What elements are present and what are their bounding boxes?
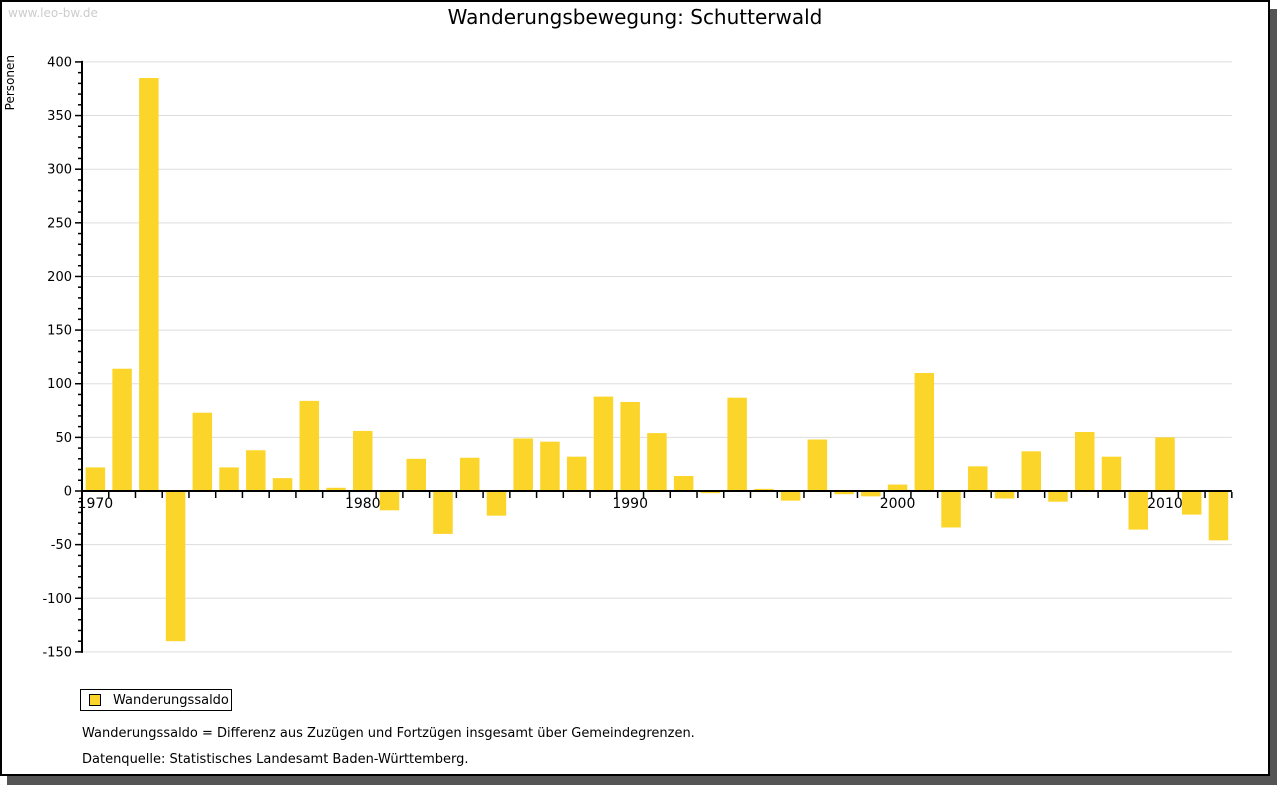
y-tick-label-0: 0 <box>64 485 72 500</box>
bar-1976 <box>246 450 266 491</box>
bar-1975 <box>219 467 239 491</box>
bar-1995 <box>754 488 774 491</box>
bar-1983 <box>433 491 453 534</box>
footnote-definition: Wanderungssaldo = Differenz aus Zuzügen … <box>82 726 695 741</box>
y-tick-label-200: 200 <box>47 270 72 285</box>
x-tick-label-1970: 1970 <box>78 496 114 512</box>
bar-1988 <box>566 456 587 491</box>
bar-2012 <box>1208 491 1229 541</box>
bar-2005 <box>1021 451 1042 491</box>
bar-1980 <box>353 430 373 491</box>
bar-1972 <box>139 78 159 491</box>
legend-box: Wanderungssaldo <box>80 689 232 711</box>
bar-2004 <box>994 491 1015 499</box>
y-tick-label--50: -50 <box>51 538 72 553</box>
bar-1986 <box>513 438 533 491</box>
bar-1992 <box>673 475 694 491</box>
y-tick-label-400: 400 <box>47 55 72 70</box>
bar-1993 <box>700 491 721 494</box>
bar-1981 <box>379 491 400 511</box>
migration-bar-chart: -150 -100 -50 0 50 100 150 200 250 300 350 400 1970 1… <box>42 55 1233 660</box>
bar-1978 <box>299 400 320 491</box>
bar-1990 <box>620 401 640 491</box>
bar-2003 <box>968 466 988 491</box>
bar-2011 <box>1181 491 1202 515</box>
bar-1974 <box>192 412 213 491</box>
y-tick-label--100: -100 <box>42 592 72 607</box>
bar-1982 <box>406 458 426 491</box>
bar-2000 <box>887 484 908 491</box>
y-tick-label-150: 150 <box>47 324 72 339</box>
bar-1989 <box>593 396 614 491</box>
bar-2009 <box>1128 491 1148 530</box>
y-tick-label-350: 350 <box>47 109 72 124</box>
bar-2008 <box>1101 456 1122 491</box>
bar-1997 <box>807 439 828 491</box>
bar-1994 <box>727 397 747 491</box>
y-tick-label--150: -150 <box>42 645 72 660</box>
bar-1987 <box>540 441 560 491</box>
chart-page: www.leo-bw.de Wanderungsbewegung: Schutt… <box>0 0 1270 776</box>
y-tick-label-50: 50 <box>55 431 72 446</box>
x-tick-label-2010: 2010 <box>1147 496 1183 512</box>
bar-1977 <box>272 478 293 491</box>
y-tick-label-300: 300 <box>47 163 72 178</box>
bar-2001 <box>914 373 935 491</box>
footnote-source: Datenquelle: Statistisches Landesamt Bad… <box>82 752 469 767</box>
bar-2007 <box>1075 432 1095 491</box>
x-tick-label-1980: 1980 <box>345 496 381 512</box>
page-title: Wanderungsbewegung: Schutterwald <box>447 5 823 29</box>
bar-1998 <box>834 491 854 495</box>
legend-color-swatch <box>89 694 101 706</box>
bar-1984 <box>459 457 480 491</box>
bar-1971 <box>112 368 132 491</box>
y-tick-label-250: 250 <box>47 216 72 231</box>
bar-1991 <box>647 433 667 491</box>
bar-1979 <box>326 487 346 491</box>
bar-1996 <box>780 491 801 501</box>
legend-label: Wanderungssaldo <box>113 692 229 708</box>
bar-1973 <box>165 491 186 642</box>
bar-1970 <box>85 467 106 491</box>
y-tick-label-100: 100 <box>47 377 72 392</box>
bar-1999 <box>861 491 881 497</box>
watermark: www.leo-bw.de <box>8 6 98 20</box>
bar-2010 <box>1155 437 1175 491</box>
bar-2002 <box>941 491 961 528</box>
bar-2006 <box>1048 491 1068 502</box>
bar-1985 <box>486 491 507 516</box>
x-tick-label-1990: 1990 <box>612 496 648 512</box>
x-tick-label-2000: 2000 <box>880 496 916 512</box>
